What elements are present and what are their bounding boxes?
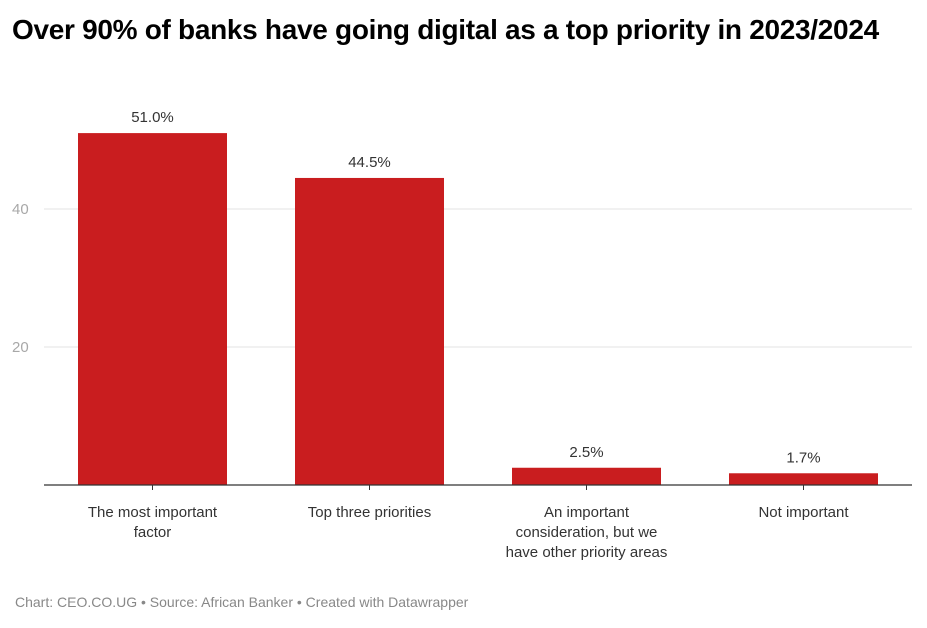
x-axis: The most important factor Top three priori… (44, 484, 912, 561)
category-label: Top three priorities (308, 504, 431, 521)
bar-chart: 20 40 51.0% 44.5% 2.5% 1.7% The most importa… (12, 109, 912, 561)
value-labels: 51.0% 44.5% 2.5% 1.7% (131, 109, 820, 466)
value-label: 44.5% (348, 154, 391, 171)
bars (78, 133, 878, 485)
chart-title: Over 90% of banks have going digital as … (12, 14, 879, 45)
bar (295, 177, 444, 485)
category-label-line: Top three priorities (308, 504, 431, 521)
y-tick-label: 40 (12, 201, 29, 218)
category-label-line: Not important (758, 504, 849, 521)
category-label: The most important factor (88, 504, 218, 541)
y-tick-label: 20 (12, 339, 29, 356)
bar (512, 467, 661, 485)
value-label: 2.5% (569, 444, 603, 461)
category-label-line: An important (544, 504, 630, 521)
category-label-line: The most important (88, 504, 218, 521)
category-label-line: have other priority areas (506, 544, 668, 561)
value-label: 51.0% (131, 109, 174, 126)
category-label-line: consideration, but we (516, 524, 658, 541)
category-label: An important consideration, but we have ot… (506, 504, 668, 561)
value-label: 1.7% (786, 449, 820, 466)
chart-footer: Chart: CEO.CO.UG • Source: African Banke… (15, 594, 469, 610)
category-label-line: factor (134, 524, 172, 541)
bar (729, 473, 878, 485)
bar (78, 133, 227, 485)
category-label: Not important (758, 504, 849, 521)
